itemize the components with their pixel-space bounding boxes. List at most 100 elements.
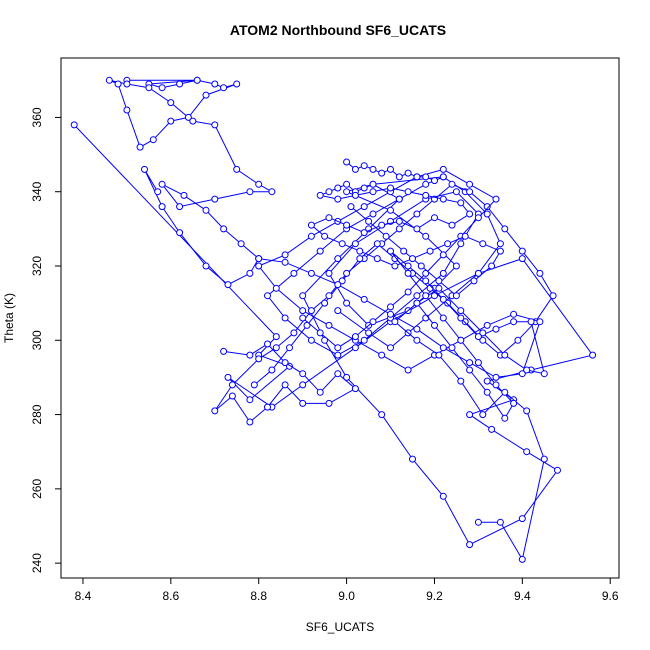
y-tick-label: 340 — [30, 181, 44, 201]
data-point — [514, 336, 522, 344]
data-point — [176, 203, 184, 211]
data-point — [351, 333, 359, 341]
data-point — [281, 381, 289, 389]
data-point — [325, 188, 333, 196]
data-point — [510, 310, 518, 318]
y-axis-label: Theta (K) — [2, 293, 16, 343]
data-point — [272, 333, 280, 341]
data-point — [158, 203, 166, 211]
data-point — [228, 381, 236, 389]
data-point — [123, 80, 131, 88]
data-point — [395, 195, 403, 203]
data-point — [334, 307, 342, 315]
data-point — [220, 225, 228, 233]
data-point — [483, 377, 491, 385]
data-point — [268, 188, 276, 196]
data-point — [343, 180, 351, 188]
data-point — [492, 195, 500, 203]
data-point — [373, 240, 381, 248]
plot-frame — [60, 57, 620, 579]
data-point — [518, 255, 526, 263]
y-tick-label: 240 — [30, 553, 44, 573]
data-point — [299, 307, 307, 315]
data-point — [321, 336, 329, 344]
data-point — [70, 121, 78, 129]
data-point — [461, 318, 469, 326]
data-point — [395, 225, 403, 233]
data-point — [413, 292, 421, 300]
data-point — [523, 366, 531, 374]
chart-title: ATOM2 Northbound SF6_UCATS — [230, 22, 446, 38]
series-line — [73, 124, 594, 546]
data-point — [202, 91, 210, 99]
data-point — [343, 221, 351, 229]
data-point — [431, 321, 438, 329]
plot-content — [70, 76, 597, 563]
data-point — [549, 292, 557, 300]
data-point — [492, 373, 500, 381]
data-point — [158, 180, 166, 188]
data-point — [268, 366, 276, 374]
data-point — [281, 359, 289, 367]
data-point — [211, 195, 219, 203]
data-point — [479, 411, 487, 419]
data-point — [123, 106, 131, 114]
data-point — [299, 314, 307, 322]
data-point — [409, 455, 416, 463]
data-point — [404, 262, 412, 270]
data-point — [167, 117, 175, 125]
data-point — [457, 314, 465, 322]
data-point — [496, 247, 504, 255]
data-point — [378, 411, 386, 419]
data-point — [422, 314, 430, 322]
series-1 — [105, 76, 276, 289]
data-point — [272, 344, 280, 352]
data-point — [351, 344, 359, 352]
x-tick-label: 9.6 — [602, 589, 619, 603]
data-point — [334, 255, 342, 263]
data-point — [431, 214, 438, 222]
x-tick-label: 8.4 — [75, 589, 92, 603]
data-point — [466, 180, 474, 188]
data-point — [321, 299, 329, 307]
x-tick-label: 9.4 — [514, 589, 531, 603]
data-point — [250, 381, 258, 389]
data-point — [202, 206, 210, 214]
data-point — [413, 210, 421, 218]
data-point — [202, 262, 210, 270]
data-point — [334, 351, 342, 359]
data-point — [479, 329, 487, 337]
data-point — [444, 299, 452, 307]
y-tick-label: 260 — [30, 479, 44, 499]
data-point — [435, 277, 443, 285]
data-point — [228, 392, 236, 400]
data-point — [488, 425, 496, 433]
data-point — [518, 370, 526, 378]
data-point — [378, 221, 386, 229]
data-point — [255, 180, 263, 188]
data-point — [501, 414, 509, 422]
data-point — [474, 518, 482, 526]
data-point — [316, 191, 324, 199]
series-5 — [387, 247, 548, 563]
data-point — [211, 80, 219, 88]
data-point — [211, 407, 219, 415]
data-point — [264, 292, 271, 300]
data-point — [589, 351, 597, 359]
data-point — [176, 229, 184, 237]
data-point — [365, 329, 373, 337]
data-point — [255, 355, 263, 363]
data-point — [334, 370, 342, 378]
data-point — [290, 329, 298, 337]
data-point — [246, 418, 254, 426]
data-point — [474, 359, 482, 367]
data-point — [439, 165, 447, 173]
data-point — [404, 169, 412, 177]
data-point — [334, 281, 342, 289]
data-point — [452, 262, 460, 270]
x-tick-label: 8.6 — [162, 589, 179, 603]
data-point — [224, 373, 232, 381]
data-point — [466, 188, 474, 196]
data-point — [338, 277, 346, 285]
data-point — [365, 217, 373, 225]
